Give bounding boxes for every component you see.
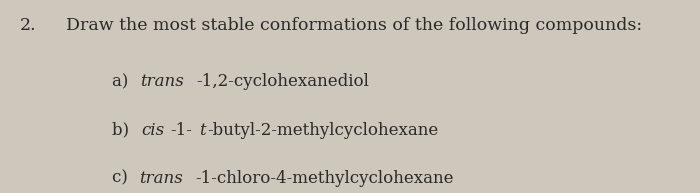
Text: -1-: -1-	[171, 122, 192, 139]
Text: cis: cis	[141, 122, 164, 139]
Text: 2.: 2.	[20, 17, 36, 34]
Text: -butyl-2-methylcyclohexane: -butyl-2-methylcyclohexane	[207, 122, 439, 139]
Text: trans: trans	[139, 170, 183, 187]
Text: c): c)	[112, 170, 133, 187]
Text: Draw the most stable conformations of the following compounds:: Draw the most stable conformations of th…	[66, 17, 643, 34]
Text: b): b)	[112, 122, 134, 139]
Text: a): a)	[112, 73, 134, 90]
Text: -1,2-cyclohexanediol: -1,2-cyclohexanediol	[197, 73, 369, 90]
Text: t: t	[199, 122, 206, 139]
Text: trans: trans	[140, 73, 183, 90]
Text: -1-chloro-4-methylcyclohexane: -1-chloro-4-methylcyclohexane	[196, 170, 454, 187]
